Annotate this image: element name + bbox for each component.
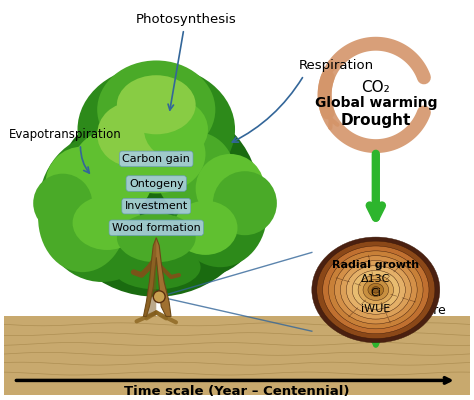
Ellipse shape (335, 256, 417, 324)
Ellipse shape (173, 201, 237, 255)
Text: Drought: Drought (341, 113, 411, 128)
Ellipse shape (38, 134, 166, 282)
Ellipse shape (33, 174, 92, 233)
Text: Photosynthesis: Photosynthesis (136, 13, 236, 26)
Ellipse shape (46, 147, 119, 220)
Text: Ontogeny: Ontogeny (129, 178, 183, 188)
Ellipse shape (97, 60, 215, 159)
Polygon shape (144, 238, 171, 316)
Ellipse shape (372, 287, 380, 293)
Ellipse shape (137, 139, 264, 277)
Text: Global warming: Global warming (315, 96, 437, 110)
Ellipse shape (196, 154, 264, 223)
Text: Evapotranspiration: Evapotranspiration (9, 128, 121, 141)
Text: Δ13C: Δ13C (361, 274, 391, 284)
Ellipse shape (117, 213, 196, 262)
Ellipse shape (312, 237, 440, 343)
Text: Soil moisture: Soil moisture (365, 304, 446, 317)
Ellipse shape (340, 261, 411, 319)
Ellipse shape (112, 245, 201, 289)
Ellipse shape (53, 100, 260, 297)
Ellipse shape (358, 275, 393, 304)
Text: Investment: Investment (125, 201, 188, 211)
Ellipse shape (78, 65, 235, 193)
Text: Carbon gain: Carbon gain (122, 154, 190, 164)
Ellipse shape (346, 266, 405, 314)
Ellipse shape (117, 75, 196, 134)
Ellipse shape (328, 251, 423, 329)
Ellipse shape (323, 246, 429, 334)
Text: iWUE: iWUE (361, 304, 391, 314)
Text: Wood formation: Wood formation (112, 223, 201, 233)
Ellipse shape (156, 132, 235, 216)
Text: CO₂: CO₂ (362, 80, 390, 94)
Ellipse shape (144, 100, 208, 159)
Ellipse shape (107, 115, 206, 193)
Text: Ci: Ci (370, 288, 381, 298)
Ellipse shape (97, 102, 166, 166)
Ellipse shape (73, 196, 142, 250)
Ellipse shape (38, 164, 127, 272)
Ellipse shape (317, 241, 435, 338)
Ellipse shape (173, 159, 267, 267)
Text: Respiration: Respiration (299, 59, 374, 72)
Ellipse shape (368, 283, 383, 296)
Text: Radial growth: Radial growth (332, 260, 419, 270)
Circle shape (153, 291, 165, 303)
Ellipse shape (70, 129, 154, 218)
Ellipse shape (363, 279, 389, 300)
Ellipse shape (213, 171, 277, 235)
Text: Time scale (Year – Centennial): Time scale (Year – Centennial) (124, 385, 350, 398)
Ellipse shape (352, 270, 400, 309)
Bar (4, 316, 470, 395)
Polygon shape (144, 240, 156, 316)
